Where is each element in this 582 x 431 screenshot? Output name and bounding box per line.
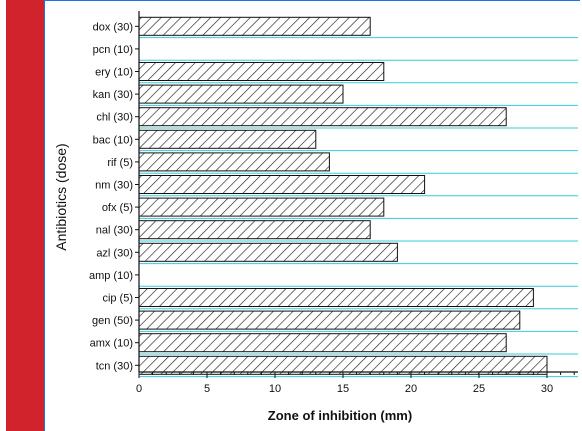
y-axis-title: Antibiotics (dose) bbox=[53, 143, 69, 250]
x-tick-label: 15 bbox=[337, 383, 349, 395]
y-tick-label: amx (10) bbox=[90, 338, 133, 350]
bar bbox=[138, 220, 371, 240]
bar bbox=[138, 152, 330, 172]
x-axis-title: Zone of inhibition (mm) bbox=[268, 408, 412, 423]
y-tick-label: azl (30) bbox=[96, 247, 133, 259]
y-tick-label: pcn (10) bbox=[93, 44, 133, 56]
y-tick-label: tcn (30) bbox=[96, 360, 133, 372]
bar bbox=[138, 129, 317, 149]
bar bbox=[138, 107, 507, 127]
x-tick-label: 10 bbox=[269, 383, 281, 395]
y-tick-label: kan (30) bbox=[93, 89, 133, 101]
y-tick-label: cip (5) bbox=[102, 293, 133, 305]
y-tick-label: dox (30) bbox=[93, 21, 133, 33]
left-accent-bar bbox=[6, 0, 44, 431]
gridlines bbox=[139, 37, 578, 378]
y-tick-label: nal (30) bbox=[96, 225, 133, 237]
x-tick-label: 25 bbox=[473, 383, 485, 395]
bar bbox=[138, 16, 371, 36]
bar bbox=[138, 333, 507, 353]
axes bbox=[135, 11, 578, 378]
bar bbox=[138, 242, 398, 262]
y-tick-label: rif (5) bbox=[107, 157, 133, 169]
x-tick-label: 30 bbox=[541, 383, 553, 395]
x-tick-label: 0 bbox=[136, 383, 142, 395]
bar bbox=[138, 310, 521, 330]
bar bbox=[138, 197, 385, 217]
bar bbox=[138, 84, 344, 104]
y-tick-label: ery (10) bbox=[95, 67, 133, 79]
y-tick-label: ofx (5) bbox=[102, 202, 133, 214]
y-tick-label: bac (10) bbox=[93, 134, 133, 146]
x-tick-label: 20 bbox=[405, 383, 417, 395]
y-tick-label: chl (30) bbox=[96, 112, 133, 124]
figure-frame bbox=[44, 0, 580, 431]
y-tick-label: amp (10) bbox=[89, 270, 133, 282]
bar bbox=[138, 288, 534, 307]
y-tick-label: nm (30) bbox=[95, 180, 133, 192]
bar bbox=[138, 175, 426, 194]
bars bbox=[138, 16, 548, 375]
x-tick-label: 5 bbox=[204, 383, 210, 395]
bar bbox=[138, 62, 385, 81]
y-tick-label: gen (50) bbox=[92, 315, 133, 327]
tick-labels: dox (30) pcn (10) ery (10) kan (30) chl (30)… bbox=[89, 21, 553, 395]
